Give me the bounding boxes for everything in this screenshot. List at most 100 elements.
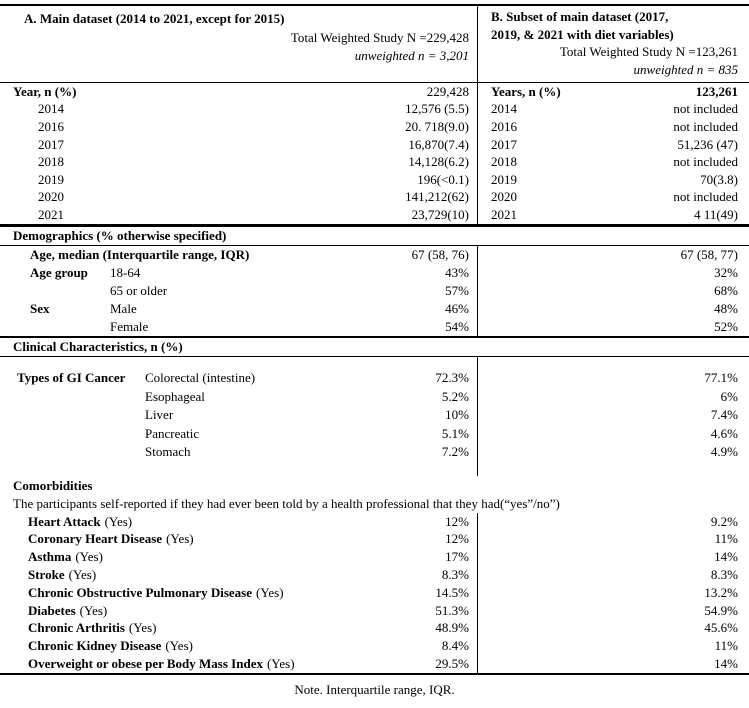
gi-type-label: Stomach — [145, 444, 191, 459]
demographic-row: 65 or older 57% 68% — [0, 281, 749, 300]
year-row: 2019 196(<0.1) 2019 70(3.8) — [0, 170, 749, 189]
comorbidity-value-b: 14% — [714, 656, 738, 672]
comorbidity-row: Stroke (Yes) 8.3% 8.3% — [0, 566, 749, 584]
gi-value-b: 77.1% — [704, 370, 738, 385]
gi-value-a: 5.1% — [441, 425, 469, 441]
gi-cancer-row: Pancreatic 5.1% 4.6% — [0, 424, 749, 443]
comorbidity-row: Chronic Kidney Disease (Yes) 8.4% 11% — [0, 637, 749, 656]
comorbidity-value-b: 8.3% — [710, 567, 738, 583]
gi-value-b: 4.9% — [710, 444, 738, 459]
year-row: 2020 141,212(62) 2020 not included — [0, 188, 749, 207]
spacer-row — [0, 356, 749, 369]
comorbidity-yes-label: (Yes) — [165, 638, 193, 654]
comorbidity-value-b: 14% — [714, 549, 738, 565]
demo-value-a: 46% — [445, 300, 469, 316]
spacer-cell — [0, 461, 477, 476]
demo-value-a: 54% — [445, 318, 469, 334]
comorbidity-yes-label: (Yes) — [166, 531, 194, 547]
demographic-row: Sex Male 46% 48% — [0, 299, 749, 318]
gi-value-b: 7.4% — [710, 407, 738, 422]
gi-type-label: Colorectal (intestine) — [145, 370, 256, 385]
comparison-table: A. Main dataset (2014 to 2021, except fo… — [0, 4, 749, 675]
comorbidity-yes-label: (Yes) — [75, 549, 103, 565]
comorbidity-yes-label: (Yes) — [256, 584, 284, 600]
demo-sublabel: Female — [110, 318, 149, 334]
comorbidity-value-a: 17% — [445, 549, 469, 565]
panel-b-title-line2: 2019, & 2021 with diet variables) — [491, 26, 674, 42]
panel-a-unweighted-n: unweighted n = 3,201 — [354, 48, 469, 63]
comorbidity-value-a: 51.3% — [435, 602, 469, 618]
year-row: 2016 20. 718(9.0) 2016 not included — [0, 118, 749, 136]
comorbidities-title: Comorbidities — [13, 477, 93, 493]
comorbidity-value-a: 12% — [445, 513, 469, 529]
year-label-b: 2020 — [491, 189, 517, 205]
demo-label: Age group — [30, 264, 88, 280]
year-label-a: 2019 — [38, 171, 64, 187]
comorbidity-value-a: 29.5% — [435, 656, 469, 672]
year-value-a: 196(<0.1) — [417, 171, 469, 187]
comorbidity-row: Chronic Arthritis (Yes) 48.9% 45.6% — [0, 619, 749, 638]
year-value-a: 20. 718(9.0) — [405, 118, 469, 134]
gi-value-b: 4.6% — [710, 425, 738, 441]
table-header-row: A. Main dataset (2014 to 2021, except fo… — [0, 6, 749, 83]
demo-value-b: 67 (58, 77) — [680, 246, 738, 262]
year-value-b: not included — [673, 189, 738, 205]
comorbidity-yes-label: (Yes) — [104, 513, 133, 529]
year-label-b: 2018 — [491, 154, 517, 170]
year-label-b: 2017 — [491, 136, 517, 152]
gi-value-b: 6% — [720, 388, 738, 404]
comorbidity-row: Heart Attack (Yes) 12% 9.2% — [0, 512, 749, 531]
gi-value-a: 10% — [445, 407, 469, 422]
year-header-value-b: 123,261 — [695, 83, 738, 99]
year-header-row: Year, n (%) 229,428 Years, n (%) 123,261 — [0, 83, 749, 101]
year-header-value-a: 229,428 — [426, 83, 469, 99]
year-label-a: 2020 — [38, 189, 64, 205]
year-row: 2017 16,870(7.4) 2017 51,236 (47) — [0, 135, 749, 154]
comorbidity-value-a: 14.5% — [435, 584, 469, 600]
table-footnote: Note. Interquartile range, IQR. — [294, 681, 455, 697]
year-value-a: 16,870(7.4) — [408, 136, 469, 152]
comorbidity-value-a: 8.4% — [441, 638, 469, 654]
demo-value-b: 68% — [714, 282, 738, 298]
year-value-b: not included — [673, 118, 738, 134]
gi-category-label: Types of GI Cancer — [17, 370, 126, 385]
comorbidity-yes-label: (Yes) — [266, 656, 295, 672]
section-header-clinical: Clinical Characteristics, n (%) — [0, 338, 749, 357]
demographic-row: Female 54% 52% — [0, 317, 749, 336]
demo-value-a: 43% — [445, 264, 469, 280]
year-row: 2018 14,128(6.2) 2018 not included — [0, 153, 749, 171]
panel-a-weighted-n: Total Weighted Study N =229,428 — [290, 29, 469, 45]
years-section: Year, n (%) 229,428 Years, n (%) 123,261… — [0, 83, 749, 227]
comorbidity-name: Diabetes — [28, 602, 76, 618]
year-label-a: 2021 — [38, 206, 64, 222]
gi-value-a: 72.3% — [435, 370, 469, 385]
demo-label: Age, median (Interquartile range, IQR) — [30, 246, 250, 262]
demo-value-a: 67 (58, 76) — [411, 246, 469, 262]
panel-a-header: A. Main dataset (2014 to 2021, except fo… — [0, 6, 477, 82]
section-header-demographics: Demographics (% otherwise specified) — [0, 227, 749, 246]
gi-type-label: Pancreatic — [145, 425, 200, 441]
year-row: 2014 12,576 (5.5) 2014 not included — [0, 100, 749, 119]
year-label-b: 2014 — [491, 101, 517, 117]
comorbidity-name: Asthma — [28, 549, 72, 565]
panel-b-unweighted-n: unweighted n = 835 — [633, 61, 738, 77]
year-value-a: 12,576 (5.5) — [405, 101, 469, 117]
demo-sublabel: 65 or older — [110, 282, 168, 298]
spacer-row — [0, 461, 749, 477]
comorbidity-row: Coronary Heart Disease (Yes) 12% 11% — [0, 530, 749, 549]
comorbidity-value-a: 48.9% — [435, 620, 469, 636]
gi-cancer-row: Types of GI Cancer Colorectal (intestine… — [0, 368, 749, 388]
demo-sublabel: Male — [110, 300, 137, 316]
year-value-a: 23,729(10) — [411, 206, 469, 222]
comorbidity-yes-label: (Yes) — [79, 602, 108, 618]
year-label-b: 2021 — [491, 206, 517, 222]
gi-value-a: 7.2% — [441, 444, 469, 459]
year-value-b: 70(3.8) — [700, 171, 738, 187]
year-label-b: 2019 — [491, 171, 517, 187]
year-label-a: 2018 — [38, 154, 64, 170]
comorbidity-value-b: 54.9% — [704, 602, 738, 618]
comorbidity-name: Coronary Heart Disease — [28, 531, 163, 547]
comorbidities-description: The participants self-reported if they h… — [13, 496, 560, 511]
gi-cancer-row: Esophageal 5.2% 6% — [0, 387, 749, 406]
